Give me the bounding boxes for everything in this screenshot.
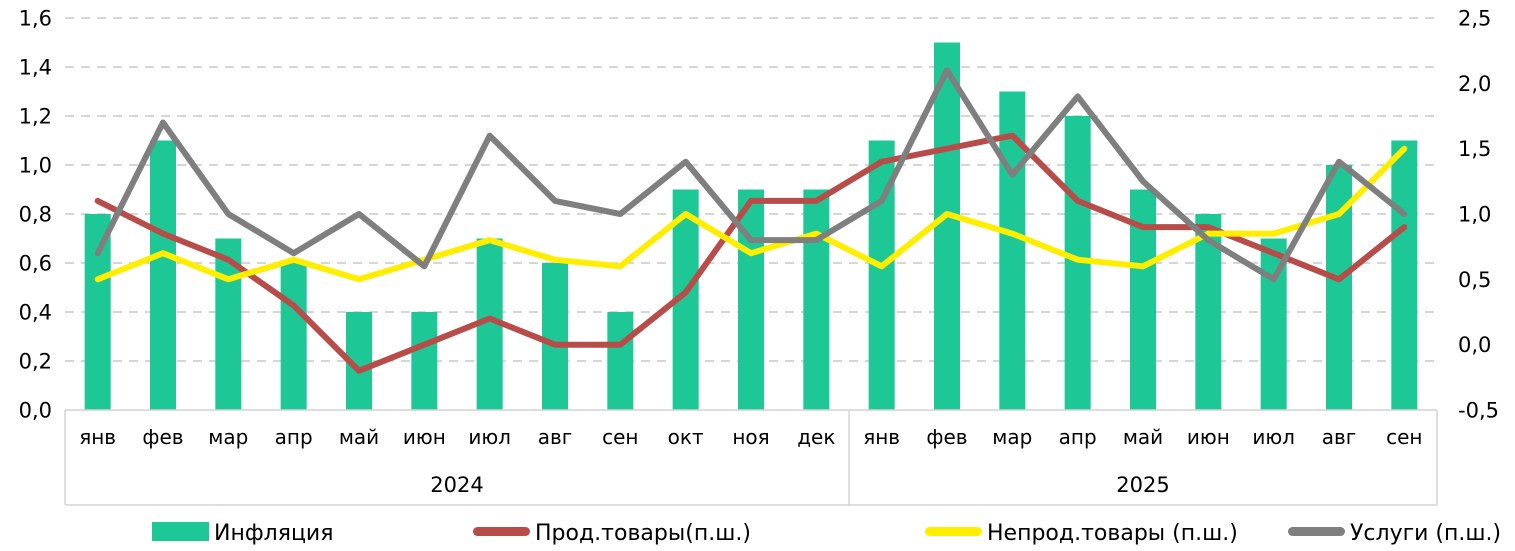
left-axis-tick: 0,4 — [19, 301, 52, 325]
month-label: мар — [208, 425, 248, 449]
inflation-bar — [1391, 140, 1418, 410]
services-line — [94, 67, 1408, 283]
inflation-bar — [738, 189, 764, 410]
left-axis-tick: 0,8 — [19, 203, 52, 227]
month-label: фев — [142, 425, 183, 449]
month-label: апр — [1059, 425, 1097, 449]
month-label: апр — [275, 425, 313, 449]
month-label: фев — [926, 425, 967, 449]
food-line — [94, 132, 1408, 374]
inflation-bar — [934, 42, 960, 410]
right-axis-tick: 1,0 — [1458, 203, 1491, 227]
right-axis-tick: -0,5 — [1458, 399, 1499, 423]
legend-label-inflation: Инфляция — [214, 521, 333, 546]
month-label: мар — [992, 425, 1032, 449]
right-axis-tick: 0,0 — [1458, 333, 1491, 357]
month-label: авг — [538, 425, 573, 449]
month-label: май — [1123, 425, 1163, 449]
legend-label-food: Прод.товары(п.ш.) — [535, 521, 751, 546]
month-label: май — [339, 425, 379, 449]
legend-label-nonfood: Непрод.товары (п.ш.) — [987, 521, 1238, 546]
left-axis-tick: 1,0 — [19, 154, 52, 178]
month-label: авг — [1322, 425, 1357, 449]
inflation-bar — [803, 189, 830, 410]
right-axis-tick: 0,5 — [1458, 268, 1491, 292]
month-label: дек — [797, 425, 835, 449]
month-label: сен — [1386, 425, 1422, 449]
month-label: июл — [468, 425, 511, 449]
nonfood-line — [94, 145, 1408, 283]
month-label: июн — [403, 425, 446, 449]
year-label: 2024 — [430, 473, 483, 497]
left-axis-tick: 0,2 — [19, 350, 52, 374]
left-axis-tick: 1,2 — [19, 105, 52, 129]
legend-label-services: Услуги (п.ш.) — [1350, 521, 1501, 546]
legend-swatch-nonfood — [925, 527, 982, 536]
inflation-bar — [84, 214, 111, 410]
inflation-bar — [607, 312, 634, 410]
left-axis-tick: 0,6 — [19, 252, 52, 276]
right-axis-tick: 1,5 — [1458, 137, 1491, 161]
year-label: 2025 — [1116, 473, 1169, 497]
right-axis-tick: 2,5 — [1458, 7, 1491, 31]
left-axis-tick: 0,0 — [19, 399, 52, 423]
right-axis-tick: 2,0 — [1458, 72, 1491, 96]
inflation-bar — [280, 263, 307, 410]
month-label: сен — [602, 425, 638, 449]
month-label: янв — [863, 425, 900, 449]
month-label: июн — [1187, 425, 1230, 449]
legend-swatch-services — [1288, 527, 1345, 536]
left-axis-tick: 1,6 — [19, 7, 52, 31]
month-label: окт — [668, 425, 704, 449]
month-label: янв — [79, 425, 116, 449]
left-axis-tick: 1,4 — [19, 56, 52, 80]
inflation-bar — [150, 140, 176, 410]
inflation-bar — [411, 312, 438, 410]
month-label: ноя — [732, 425, 769, 449]
inflation-bar — [542, 263, 568, 410]
month-label: июл — [1252, 425, 1295, 449]
legend-swatch-inflation — [152, 522, 209, 541]
legend-swatch-food — [473, 527, 530, 536]
